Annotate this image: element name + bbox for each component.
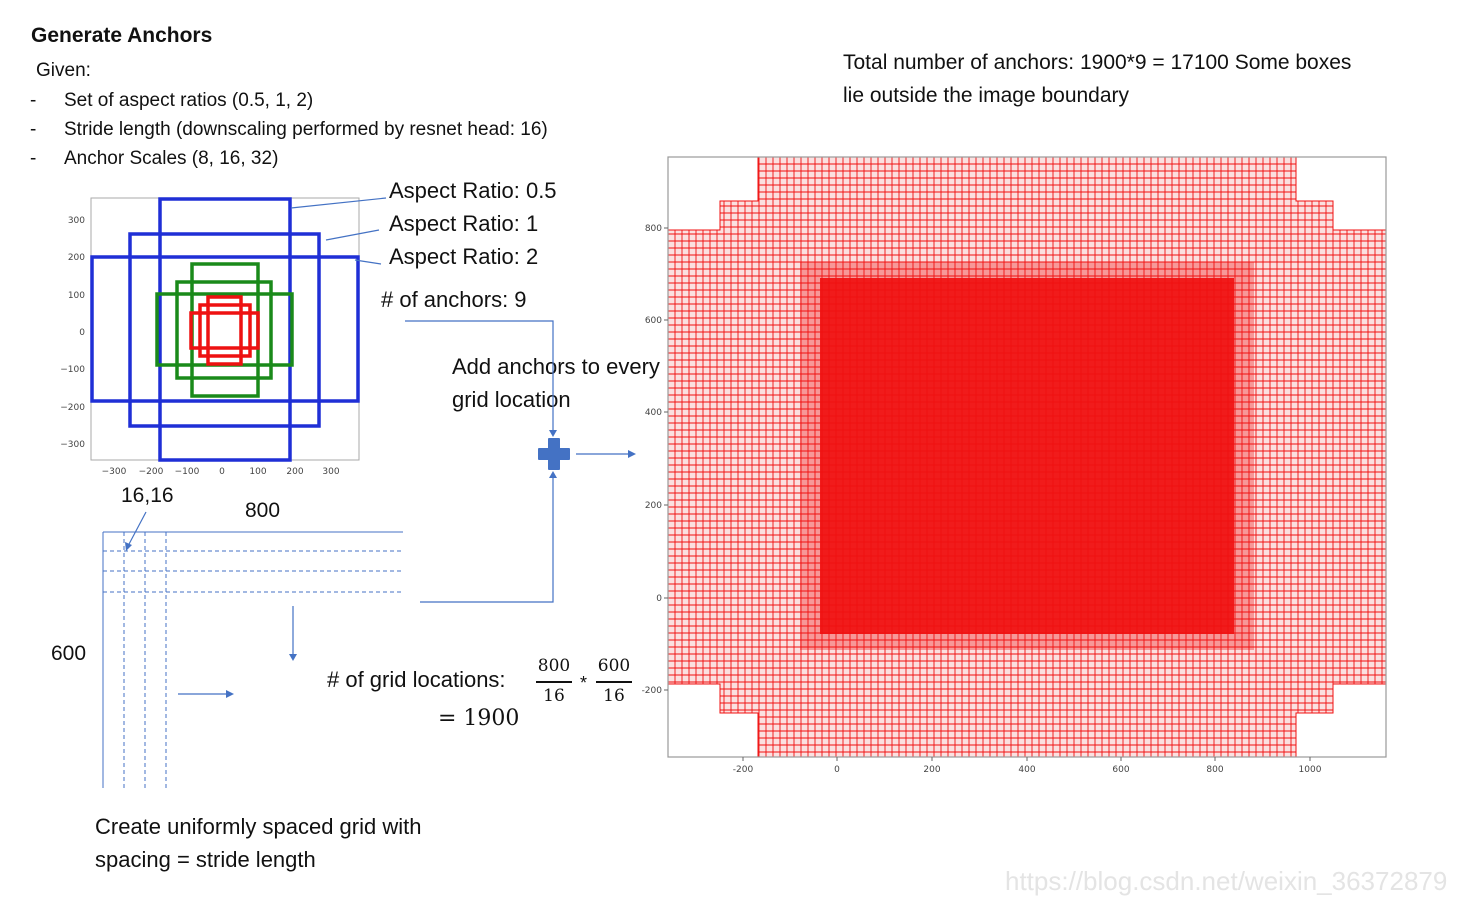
leader-ar-2 xyxy=(354,259,382,265)
anchors-to-plus xyxy=(405,320,554,432)
right-arrow-head xyxy=(226,690,234,698)
grid-width-label: 800 xyxy=(245,499,281,522)
num-anchors-label: # of anchors: 9 xyxy=(381,287,527,312)
plus-bar-v xyxy=(548,438,560,470)
big-plot-x-tick: 400 xyxy=(1018,765,1035,775)
big-plot-x-tick: 200 xyxy=(923,765,940,775)
diagram-title: Generate Anchors xyxy=(31,24,213,47)
anchor-box-32-wide xyxy=(90,255,360,403)
small-plot-x-tick: −200 xyxy=(139,467,164,477)
all-anchors-plot: -200 0 200 400 600 800 1000 800 600 400 200 0 -200 xyxy=(642,156,1387,775)
anchor-box-8-tall xyxy=(206,295,243,366)
big-plot-x-tick: -200 xyxy=(733,765,754,775)
small-plot-x-tick: 100 xyxy=(249,467,266,477)
grid-height-label: 600 xyxy=(51,642,87,665)
arrowhead-to-result xyxy=(628,450,636,458)
big-plot-y-tick: 600 xyxy=(645,316,662,326)
bullet-aspect-ratios: - Set of aspect ratios (0.5, 1, 2) xyxy=(30,90,314,111)
create-grid-caption: Create uniformly spaced grid with spacin… xyxy=(95,814,422,872)
small-plot-x-tick: 300 xyxy=(322,467,339,477)
small-plot-y-tick: 0 xyxy=(79,328,85,338)
big-plot-y-tick: 0 xyxy=(656,594,662,604)
arrowhead-into-plus-top xyxy=(549,430,557,437)
label-leader-lines xyxy=(290,197,387,265)
aspect-ratio-label-2: Aspect Ratio: 2 xyxy=(389,244,539,269)
bullet-text: Anchor Scales (8, 16, 32) xyxy=(64,148,279,169)
small-plot-y-tick: 200 xyxy=(68,253,85,263)
fraction-numerator-1: 800 xyxy=(537,656,571,676)
anchor-box-8-wide xyxy=(189,311,260,350)
stride-grid xyxy=(102,511,403,788)
grid-origin-label: 16,16 xyxy=(121,484,174,507)
grid-locations-label: # of grid locations: xyxy=(327,667,506,692)
small-plot-x-tick: −100 xyxy=(175,467,200,477)
anchor-box-32-tall xyxy=(158,197,292,462)
anchor-box-16-tall xyxy=(190,262,260,398)
bullet-text: Set of aspect ratios (0.5, 1, 2) xyxy=(64,90,314,111)
aspect-ratio-label-1: Aspect Ratio: 1 xyxy=(389,211,539,236)
small-plot-y-tick: −100 xyxy=(60,365,85,375)
grid-to-plus xyxy=(420,476,554,603)
big-plot-x-tick: 600 xyxy=(1112,765,1129,775)
fraction-line-2 xyxy=(596,681,632,683)
big-plot-y-tick: 400 xyxy=(645,408,662,418)
fraction-denominator-2: 16 xyxy=(603,686,625,706)
small-anchor-plot: −300 −200 −100 0 100 200 300 300 200 100 0 −100 −200… xyxy=(60,197,360,477)
anchor-box-32-square xyxy=(128,232,321,428)
watermark: https://blog.csdn.net/weixin_36372879 xyxy=(1005,866,1448,896)
combine-connectors xyxy=(405,320,630,603)
anchor-dense-halo xyxy=(800,262,1254,650)
big-plot-y-tick: 800 xyxy=(645,224,662,234)
fraction-numerator-2: 600 xyxy=(597,656,631,676)
origin-pointer xyxy=(127,511,147,547)
multiply-sign: * xyxy=(580,673,588,693)
down-arrow-head xyxy=(289,654,297,661)
origin-pointer-head xyxy=(125,542,132,551)
grid-dashed-lines xyxy=(103,532,403,788)
small-plot-anchors xyxy=(90,197,360,462)
bullet-stride: - Stride length (downscaling performed by… xyxy=(30,119,548,140)
big-plot-y-tick: 200 xyxy=(645,501,662,511)
bullet-scales: - Anchor Scales (8, 16, 32) xyxy=(30,148,279,169)
small-plot-x-tick: 0 xyxy=(219,467,225,477)
big-plot-x-tick: 0 xyxy=(834,765,840,775)
fraction-denominator-1: 16 xyxy=(543,686,565,706)
aspect-ratio-label-0.5: Aspect Ratio: 0.5 xyxy=(389,178,557,203)
bullet-text: Stride length (downscaling performed by … xyxy=(64,119,548,140)
small-plot-y-tick: 300 xyxy=(68,216,85,226)
big-plot-x-tick: 800 xyxy=(1206,765,1223,775)
big-plot-x-tick: 1000 xyxy=(1299,765,1322,775)
fraction-line-1 xyxy=(536,681,572,683)
anchor-dense-core xyxy=(820,278,1234,634)
small-plot-x-tick: −300 xyxy=(102,467,127,477)
arrowhead-into-plus-bottom xyxy=(549,471,557,478)
small-plot-x-tick: 200 xyxy=(286,467,303,477)
big-plot-ticks: -200 0 200 400 600 800 1000 800 600 400 200 0 -200 xyxy=(642,224,1322,775)
small-plot-y-tick: −200 xyxy=(60,403,85,413)
given-label: Given: xyxy=(36,60,91,81)
small-plot-ticks: −300 −200 −100 0 100 200 300 300 200 100 0 −100 −200… xyxy=(60,216,340,477)
small-plot-y-tick: −300 xyxy=(60,440,85,450)
all-anchors-grid xyxy=(668,157,1386,757)
anchor-box-16-square xyxy=(175,280,273,380)
grid-locations-result: = 1900 xyxy=(438,706,520,731)
add-anchors-label: Add anchors to every grid location xyxy=(452,354,660,412)
small-plot-y-tick: 100 xyxy=(68,291,85,301)
leader-ar-0.5 xyxy=(290,197,387,209)
leader-ar-1 xyxy=(325,229,380,241)
anchor-box-8-square xyxy=(198,303,252,358)
plus-icon xyxy=(538,438,570,470)
big-plot-y-tick: -200 xyxy=(642,686,663,696)
total-anchors-note: Total number of anchors: 1900*9 = 17100 … xyxy=(843,51,1352,107)
